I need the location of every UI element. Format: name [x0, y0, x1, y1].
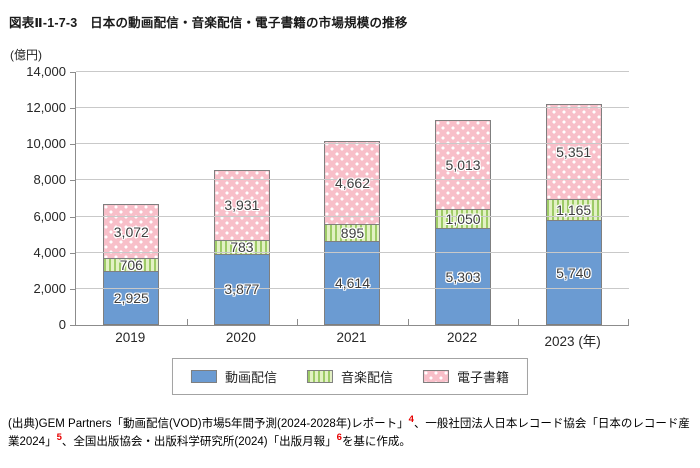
- y-tick-label: 4,000: [33, 244, 66, 260]
- stacked-bar-2023: 5,351 1,165 5,740: [545, 103, 602, 325]
- y-tick-mark: [70, 180, 75, 182]
- y-tick-mark: [70, 108, 75, 110]
- legend-item-music: 音楽配信: [306, 367, 394, 386]
- bar-segment-music: 895: [324, 225, 381, 242]
- legend-item-video: 動画配信: [190, 367, 277, 386]
- y-tick-mark: [70, 252, 75, 254]
- x-tick-mark: [297, 319, 299, 325]
- x-tick-mark: [628, 319, 629, 325]
- gridline: [76, 71, 629, 72]
- y-tick-label: 10,000: [26, 136, 66, 152]
- bar-segment-ebook: 4,662: [324, 141, 381, 226]
- x-tick-label: 2023 (年): [544, 334, 601, 349]
- y-tick-label: 8,000: [33, 172, 66, 188]
- bar-segment-music: 1,165: [545, 200, 602, 222]
- bar-value-label: 5,303: [445, 268, 481, 285]
- y-tick-mark: [70, 288, 75, 290]
- x-tick-label: 2021: [336, 330, 367, 345]
- gridline: [76, 251, 629, 253]
- gridline: [76, 143, 629, 145]
- footnote-ref: 4: [408, 413, 414, 425]
- bar-segment-video: 5,303: [435, 229, 492, 325]
- legend: 動画配信 音楽配信 電子書籍: [171, 358, 529, 395]
- legend-label: 電子書籍: [457, 370, 510, 385]
- footnote-ref: 6: [336, 432, 342, 444]
- y-tick-mark: [70, 325, 75, 326]
- y-tick-mark: [70, 144, 75, 146]
- source-text: (出典)GEM Partners「動画配信(VOD)市場5年間予測(2024-2…: [8, 417, 409, 430]
- bar-slot-2022: 5,013 1,050 5,303: [408, 72, 519, 325]
- bar-segment-video: 4,614: [324, 241, 381, 325]
- y-axis-unit-label: (億円): [10, 48, 42, 62]
- bar-segment-ebook: 5,013: [435, 119, 492, 211]
- y-tick-label: 6,000: [33, 208, 66, 224]
- bar-value-label: 783: [230, 239, 254, 256]
- bar-value-label: 5,013: [445, 156, 481, 173]
- bar-value-label: 4,662: [334, 175, 370, 192]
- stacked-bar-2019: 3,072 706 2,925: [103, 203, 160, 325]
- x-axis-labels: 2019 2020 2021 2022 2023 (年): [75, 330, 628, 350]
- source-text: 、一般社団法人日本レコード協会「日本のレコード産業2024」: [8, 417, 690, 448]
- bar-value-label: 895: [340, 225, 365, 242]
- gridline: [76, 107, 629, 109]
- y-tick-mark: [70, 72, 75, 73]
- legend-item-ebook: 電子書籍: [423, 367, 509, 386]
- y-tick-label: 2,000: [33, 280, 66, 296]
- source-text: を基に作成。: [341, 435, 411, 448]
- x-tick-mark: [407, 319, 409, 325]
- y-tick-label: 12,000: [26, 100, 66, 116]
- bar-value-label: 1,050: [445, 211, 481, 228]
- bar-value-label: 706: [119, 257, 143, 274]
- stacked-bar-2020: 3,931 783 3,877: [213, 169, 270, 325]
- legend-label: 音楽配信: [340, 370, 394, 385]
- bar-value-label: 1,165: [556, 202, 592, 219]
- bar-segment-video: 3,877: [213, 254, 270, 325]
- bar-segment-video: 5,740: [545, 221, 602, 325]
- bar-slot-2019: 3,072 706 2,925: [76, 72, 187, 325]
- bar-value-label: 3,877: [224, 281, 260, 298]
- gridline: [76, 215, 629, 217]
- y-axis-ticks: [70, 72, 75, 326]
- x-tick-mark: [518, 319, 520, 325]
- y-axis-labels: 0 2,000 4,000 6,000 8,000 10,000 12,000 14,000: [0, 64, 66, 332]
- legend-swatch-ebook-icon: [423, 370, 450, 383]
- plot-area: 3,072 706 2,925 3,931 783 3,877 4,662 895 4,614 5…: [75, 71, 629, 326]
- y-tick-label: 14,000: [26, 64, 66, 79]
- bar-value-label: 5,740: [556, 264, 592, 281]
- gridline: [76, 179, 629, 181]
- source-note: (出典)GEM Partners「動画配信(VOD)市場5年間予測(2024-2…: [8, 413, 696, 452]
- x-tick-label: 2019: [115, 330, 146, 345]
- bar-value-label: 5,351: [556, 143, 592, 160]
- y-tick-label: 0: [58, 317, 66, 332]
- gridline: [76, 287, 629, 289]
- bar-slot-2021: 4,662 895 4,614: [297, 72, 408, 325]
- stacked-bar-2022: 5,013 1,050 5,303: [435, 119, 492, 325]
- bar-segment-video: 2,925: [103, 272, 160, 325]
- bar-slots: 3,072 706 2,925 3,931 783 3,877 4,662 895 4,614 5…: [76, 72, 629, 325]
- bar-slot-2023: 5,351 1,165 5,740: [518, 72, 629, 325]
- figure-title: 図表Ⅱ-1-7-3 日本の動画配信・音楽配信・電子書籍の市場規模の推移: [9, 16, 408, 30]
- bar-value-label: 4,614: [334, 274, 370, 291]
- x-tick-label: 2020: [225, 330, 256, 345]
- bar-segment-music: 1,050: [435, 210, 492, 230]
- legend-swatch-music-icon: [306, 370, 333, 383]
- source-text: 、全国出版協会・出版科学研究所(2024)「出版月報」: [61, 435, 337, 448]
- bar-segment-music: 706: [103, 257, 160, 273]
- bar-segment-ebook: 5,351: [545, 103, 602, 201]
- footnote-ref: 5: [56, 432, 62, 444]
- bar-value-label: 2,925: [113, 290, 149, 307]
- bar-value-label: 3,931: [224, 197, 260, 214]
- x-tick-mark: [186, 319, 188, 325]
- x-tick-label: 2022: [447, 330, 478, 345]
- bar-segment-ebook: 3,072: [103, 203, 160, 260]
- bar-value-label: 3,072: [113, 223, 149, 240]
- bar-slot-2020: 3,931 783 3,877: [187, 72, 298, 325]
- legend-label: 動画配信: [224, 370, 277, 385]
- legend-swatch-video-icon: [190, 370, 217, 383]
- stacked-bar-2021: 4,662 895 4,614: [324, 141, 381, 325]
- bar-segment-ebook: 3,931: [213, 169, 270, 241]
- bar-segment-music: 783: [213, 239, 270, 255]
- y-tick-mark: [70, 216, 75, 218]
